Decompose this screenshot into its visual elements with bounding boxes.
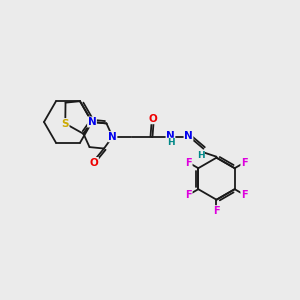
- Text: F: F: [241, 190, 247, 200]
- Text: F: F: [241, 158, 247, 168]
- Text: F: F: [185, 190, 192, 200]
- Text: O: O: [90, 158, 98, 167]
- Text: N: N: [88, 117, 96, 127]
- Text: O: O: [148, 114, 157, 124]
- Text: H: H: [197, 151, 204, 160]
- Text: H: H: [167, 138, 174, 147]
- Text: N: N: [184, 131, 193, 141]
- Text: N: N: [166, 131, 175, 141]
- Text: S: S: [61, 118, 69, 129]
- Text: F: F: [213, 206, 220, 216]
- Text: F: F: [185, 158, 192, 168]
- Text: N: N: [108, 132, 117, 142]
